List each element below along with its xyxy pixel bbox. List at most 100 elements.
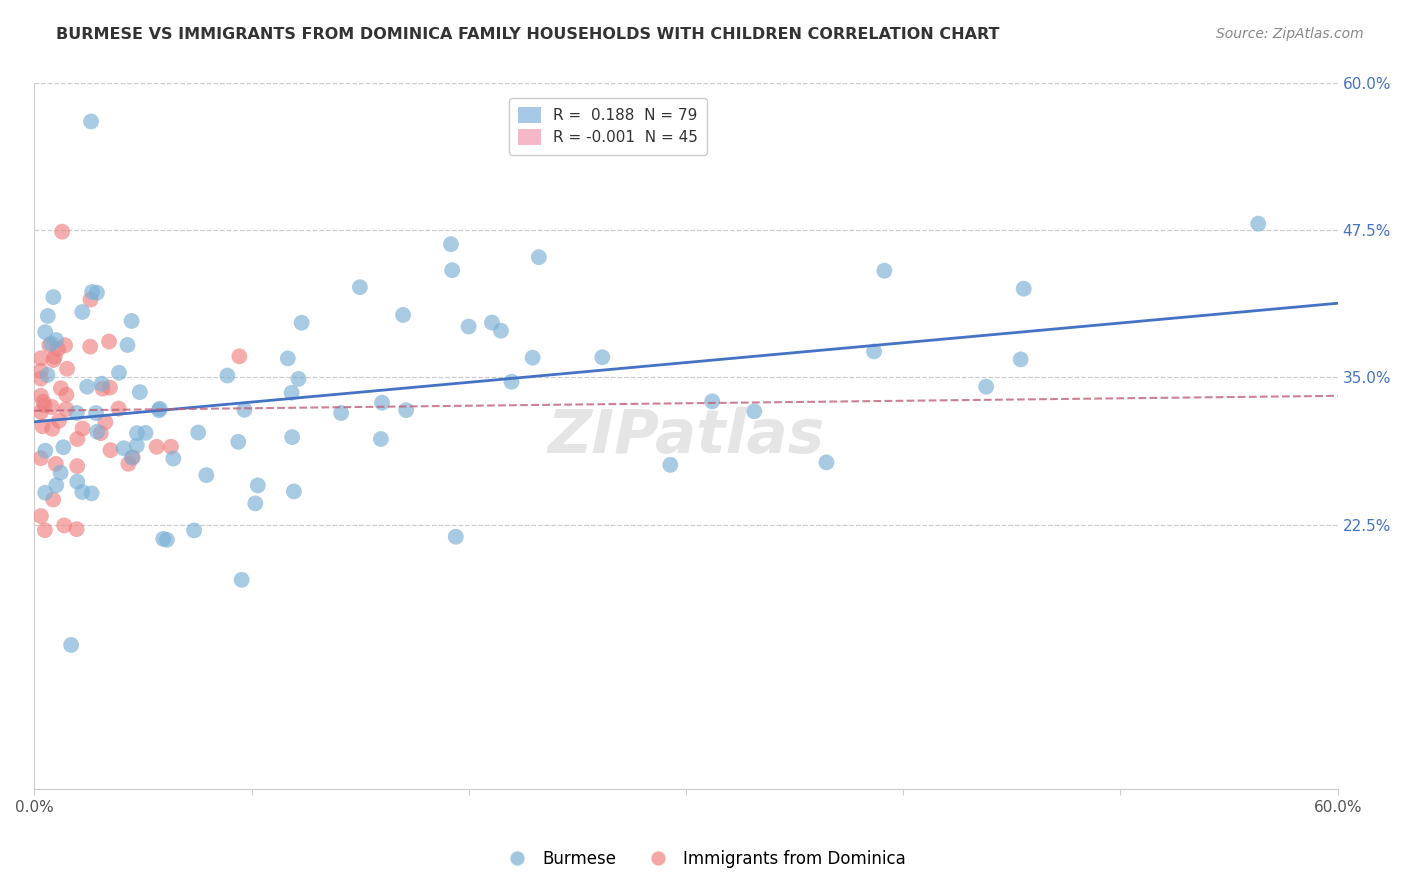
Point <box>162 451 184 466</box>
Point <box>444 530 467 544</box>
Point <box>134 425 156 440</box>
Point <box>90 426 112 441</box>
Point <box>42 353 65 368</box>
Point <box>1012 282 1035 296</box>
Point <box>66 406 89 420</box>
Point <box>742 404 765 418</box>
Point <box>80 114 103 128</box>
Point <box>34 523 56 537</box>
Point <box>34 485 56 500</box>
Point <box>591 351 613 365</box>
Point <box>226 434 249 449</box>
Point <box>441 263 464 277</box>
Point <box>66 432 89 446</box>
Point <box>233 402 256 417</box>
Point <box>84 406 107 420</box>
Point <box>815 455 838 469</box>
Point <box>34 443 56 458</box>
Point <box>41 422 63 436</box>
Point <box>30 351 52 366</box>
Point <box>49 466 72 480</box>
Point <box>42 492 65 507</box>
Point <box>121 450 143 465</box>
Point <box>873 264 896 278</box>
Point <box>107 401 129 416</box>
Point <box>152 532 174 546</box>
Point <box>53 338 76 352</box>
Point <box>148 403 170 417</box>
Point <box>34 325 56 339</box>
Point <box>489 324 512 338</box>
Point <box>974 379 997 393</box>
Point <box>117 457 139 471</box>
Point <box>66 522 89 536</box>
Point <box>245 496 267 510</box>
Point <box>659 458 682 472</box>
Point <box>283 484 305 499</box>
Point <box>291 316 314 330</box>
Point <box>246 478 269 492</box>
Point <box>72 485 94 500</box>
Point <box>702 394 724 409</box>
Point <box>349 280 371 294</box>
Point <box>80 486 103 500</box>
Legend: Burmese, Immigrants from Dominica: Burmese, Immigrants from Dominica <box>494 844 912 875</box>
Point <box>145 440 167 454</box>
Point <box>527 250 550 264</box>
Text: BURMESE VS IMMIGRANTS FROM DOMINICA FAMILY HOUSEHOLDS WITH CHILDREN CORRELATION : BURMESE VS IMMIGRANTS FROM DOMINICA FAMI… <box>56 27 1000 42</box>
Point <box>440 237 463 252</box>
Point <box>863 344 886 359</box>
Point <box>30 364 52 378</box>
Point <box>160 440 183 454</box>
Point <box>49 381 72 395</box>
Point <box>121 314 143 328</box>
Point <box>156 533 179 547</box>
Point <box>481 316 503 330</box>
Point <box>287 372 309 386</box>
Point <box>37 368 59 382</box>
Point <box>39 336 62 351</box>
Point <box>149 401 172 416</box>
Point <box>45 457 67 471</box>
Point <box>125 438 148 452</box>
Point <box>98 334 121 349</box>
Point <box>117 338 139 352</box>
Point <box>86 285 108 300</box>
Text: Source: ZipAtlas.com: Source: ZipAtlas.com <box>1216 27 1364 41</box>
Point <box>392 308 415 322</box>
Point <box>52 440 75 454</box>
Point <box>501 375 523 389</box>
Point <box>30 405 52 419</box>
Point <box>128 385 150 400</box>
Point <box>34 399 56 413</box>
Point <box>66 459 89 474</box>
Point <box>94 415 117 429</box>
Point <box>90 376 112 391</box>
Point <box>231 573 253 587</box>
Point <box>72 421 94 435</box>
Point <box>277 351 299 366</box>
Point <box>30 451 52 466</box>
Point <box>1247 217 1270 231</box>
Point <box>395 403 418 417</box>
Point <box>1010 352 1032 367</box>
Point <box>187 425 209 440</box>
Point <box>56 361 79 376</box>
Point <box>45 478 67 492</box>
Point <box>80 285 103 299</box>
Point <box>32 394 55 409</box>
Point <box>31 419 53 434</box>
Point <box>91 382 114 396</box>
Point <box>79 293 101 307</box>
Point <box>30 389 52 403</box>
Point <box>48 414 70 428</box>
Point <box>280 385 302 400</box>
Point <box>37 309 59 323</box>
Point <box>371 396 394 410</box>
Point <box>51 225 73 239</box>
Point <box>457 319 479 334</box>
Point <box>44 350 66 364</box>
Point <box>228 350 250 364</box>
Point <box>125 426 148 441</box>
Point <box>86 425 108 439</box>
